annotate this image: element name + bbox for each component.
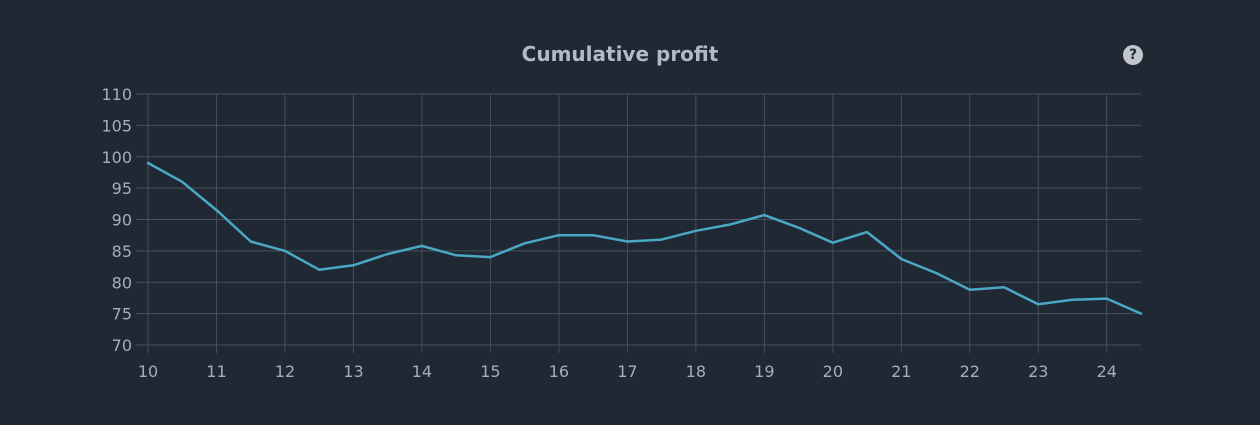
series-line-0 (146, 161, 1143, 315)
series-group (146, 161, 1143, 315)
x-tick-label-22: 22 (960, 362, 980, 381)
x-tick-label-11: 11 (206, 362, 226, 381)
x-tick-label-24: 24 (1097, 362, 1117, 381)
y-tick-label-100: 100 (101, 148, 132, 167)
y-tick-label-70: 70 (112, 336, 132, 355)
x-tick-label-19: 19 (754, 362, 774, 381)
x-tick-label-14: 14 (412, 362, 432, 381)
x-tick-label-23: 23 (1028, 362, 1048, 381)
y-tick-label-75: 75 (112, 305, 132, 324)
chart-title: Cumulative profit (521, 42, 719, 66)
x-tick-label-12: 12 (275, 362, 295, 381)
x-tick-label-20: 20 (823, 362, 843, 381)
y-tick-label-110: 110 (101, 85, 132, 104)
x-tick-label-13: 13 (343, 362, 363, 381)
x-gridlines (147, 94, 1108, 353)
y-tick-label-85: 85 (112, 242, 132, 261)
y-tick-labels: 70 75 80 85 90 95 100 105 110 (101, 85, 132, 355)
y-tick-label-95: 95 (112, 179, 132, 198)
x-tick-label-21: 21 (891, 362, 911, 381)
y-tick-label-105: 105 (101, 116, 132, 135)
help-icon[interactable]: ? (1123, 45, 1143, 65)
x-tick-label-15: 15 (480, 362, 500, 381)
x-tick-labels: 10 11 12 13 14 15 16 17 18 19 20 21 22 23 24 (138, 362, 1117, 381)
x-tick-label-18: 18 (686, 362, 706, 381)
y-tick-label-90: 90 (112, 211, 132, 230)
y-tick-label-80: 80 (112, 273, 132, 292)
x-tick-label-16: 16 (549, 362, 569, 381)
y-gridlines (136, 93, 1141, 346)
x-tick-label-10: 10 (138, 362, 158, 381)
x-tick-label-17: 17 (617, 362, 637, 381)
